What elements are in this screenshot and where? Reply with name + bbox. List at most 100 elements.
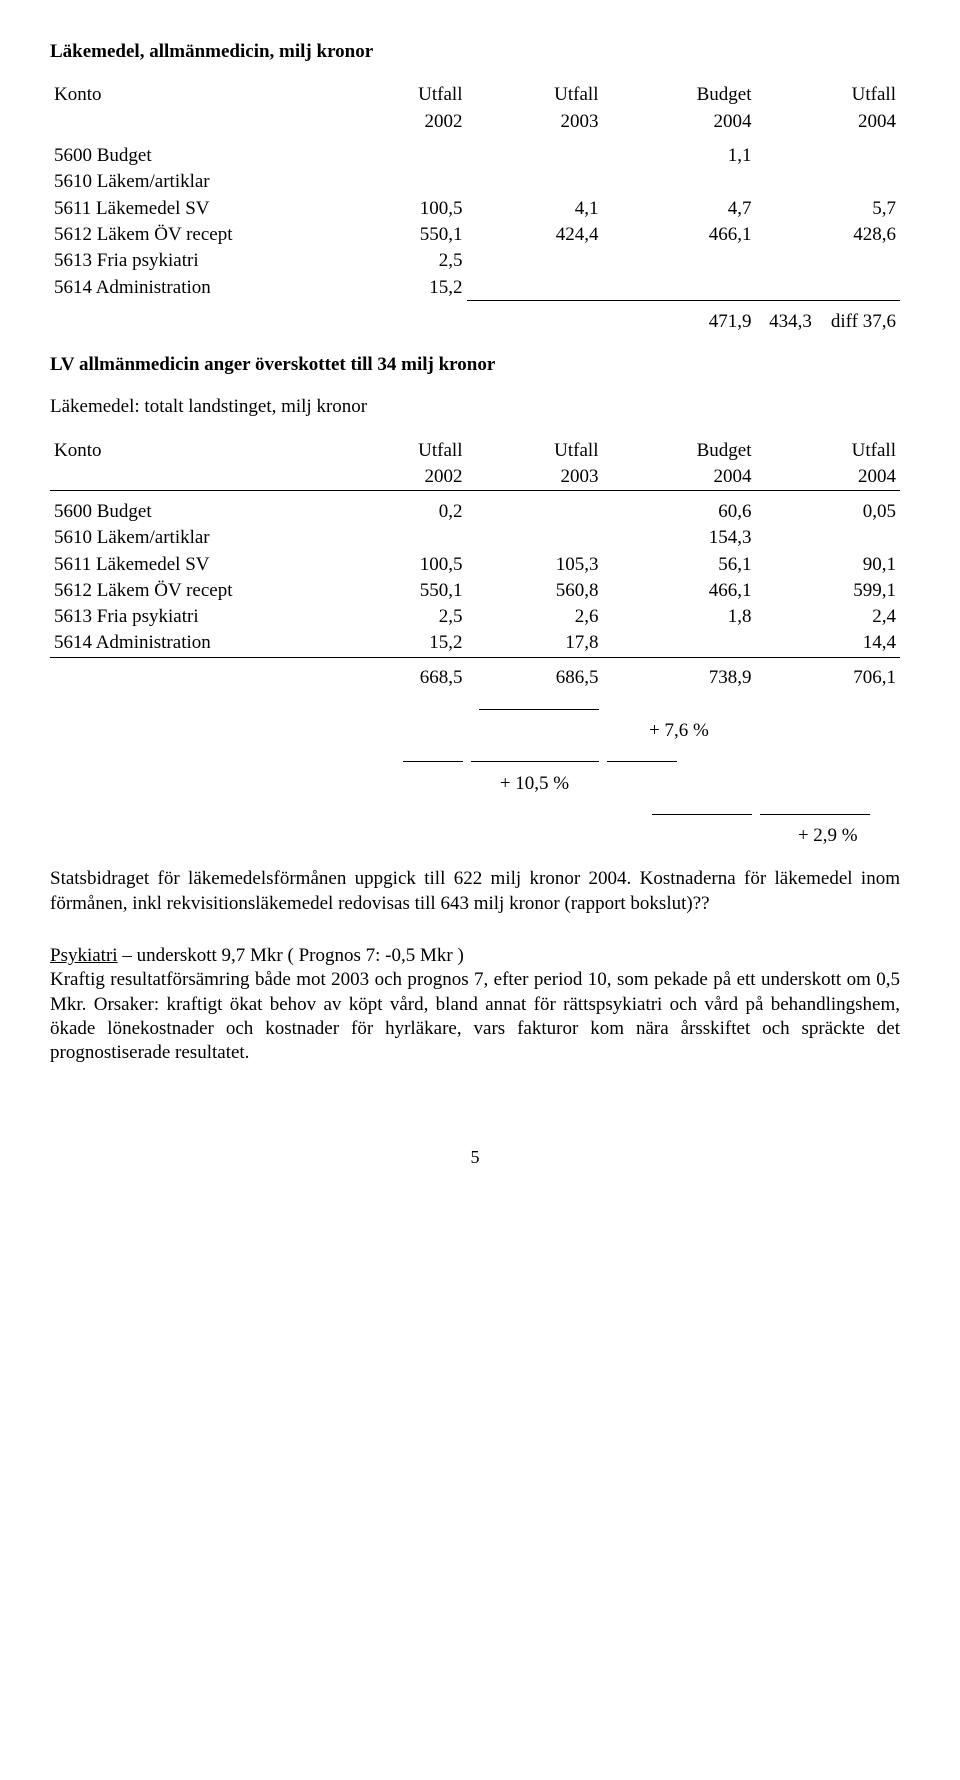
table-2: Konto Utfall Utfall Budget Utfall 2002 2…	[50, 438, 900, 850]
row-label: 5611 Läkemedel SV	[50, 196, 331, 222]
cell: 550,1	[331, 578, 467, 604]
diff-cell: diff 37,6	[831, 311, 896, 332]
psykiatri-lead: Psykiatri	[50, 945, 118, 966]
pct-row: + 10,5 %	[50, 771, 900, 797]
pct-105: + 10,5 %	[467, 771, 603, 797]
table-row: 5614 Administration 15,2 17,8 14,4	[50, 630, 900, 657]
cell: 428,6	[756, 222, 901, 248]
cell: 1,8	[603, 604, 756, 630]
year: 2003	[467, 464, 603, 491]
cell: 0,05	[756, 499, 901, 525]
cell: 2,5	[331, 248, 467, 274]
header-budget: Budget	[603, 438, 756, 464]
pct-row	[50, 692, 900, 718]
cell: 4,7	[603, 196, 756, 222]
cell: 466,1	[603, 578, 756, 604]
sum-cell: 668,5	[331, 665, 467, 691]
table-sum-row: 668,5 686,5 738,9 706,1	[50, 665, 900, 691]
page-number: 5	[50, 1146, 900, 1169]
row-label: 5600 Budget	[50, 499, 331, 525]
cell: 154,3	[603, 525, 756, 551]
row-label: 5600 Budget	[50, 143, 331, 169]
year: 2004	[603, 464, 756, 491]
psykiatri-rest: – underskott 9,7 Mkr ( Prognos 7: -0,5 M…	[118, 945, 464, 966]
table-header-row: Konto Utfall Utfall Budget Utfall	[50, 82, 900, 108]
year: 2003	[467, 109, 603, 135]
cell: 0,2	[331, 499, 467, 525]
year: 2002	[331, 109, 467, 135]
header-utfall: Utfall	[331, 82, 467, 108]
table-row: 5612 Läkem ÖV recept 550,1 424,4 466,1 4…	[50, 222, 900, 248]
table-1: Konto Utfall Utfall Budget Utfall 2002 2…	[50, 82, 900, 335]
cell: 424,4	[467, 222, 603, 248]
cell: 4,1	[467, 196, 603, 222]
row-label: 5614 Administration	[50, 630, 331, 657]
cell: 2,4	[756, 604, 901, 630]
row-label: 5612 Läkem ÖV recept	[50, 222, 331, 248]
header-utfall: Utfall	[467, 82, 603, 108]
cell: 56,1	[603, 552, 756, 578]
table-row: 5611 Läkemedel SV 100,5 4,1 4,7 5,7	[50, 196, 900, 222]
cell: 599,1	[756, 578, 901, 604]
table-row: 5611 Läkemedel SV 100,5 105,3 56,1 90,1	[50, 552, 900, 578]
header-utfall: Utfall	[756, 438, 901, 464]
year: 2002	[331, 464, 467, 491]
cell: 14,4	[756, 630, 901, 657]
pct-76: + 7,6 %	[603, 718, 756, 744]
cell: 105,3	[467, 552, 603, 578]
pct-row	[50, 797, 900, 823]
cell: 17,8	[467, 630, 603, 657]
section-title: Läkemedel, allmänmedicin, milj kronor	[50, 40, 900, 64]
year: 2004	[756, 464, 901, 491]
table-row: 5610 Läkem/artiklar	[50, 169, 900, 195]
row-label: 5613 Fria psykiatri	[50, 604, 331, 630]
table-year-row: 2002 2003 2004 2004	[50, 464, 900, 491]
header-konto: Konto	[50, 438, 331, 464]
table-row: 5612 Läkem ÖV recept 550,1 560,8 466,1 5…	[50, 578, 900, 604]
year: 2004	[603, 109, 756, 135]
cell: 550,1	[331, 222, 467, 248]
pct-row	[50, 744, 900, 770]
header-utfall: Utfall	[756, 82, 901, 108]
cell: 2,6	[467, 604, 603, 630]
cell: 466,1	[603, 222, 756, 248]
table-row: 5610 Läkem/artiklar 154,3	[50, 525, 900, 551]
row-label: 5610 Läkem/artiklar	[50, 525, 331, 551]
cell: 560,8	[467, 578, 603, 604]
row-label: 5614 Administration	[50, 275, 331, 301]
table-row: 5613 Fria psykiatri 2,5	[50, 248, 900, 274]
sum-cell: 686,5	[467, 665, 603, 691]
sum-cell: 706,1	[756, 665, 901, 691]
table-row: 5613 Fria psykiatri 2,5 2,6 1,8 2,4	[50, 604, 900, 630]
row-label: 5613 Fria psykiatri	[50, 248, 331, 274]
row-label: 5611 Läkemedel SV	[50, 552, 331, 578]
header-budget: Budget	[603, 82, 756, 108]
sum-cell: 471,9	[603, 309, 756, 335]
cell: 1,1	[603, 143, 756, 169]
table-row: 5600 Budget 0,2 60,6 0,05	[50, 499, 900, 525]
header-utfall: Utfall	[331, 438, 467, 464]
pct-row: + 2,9 %	[50, 823, 900, 849]
psykiatri-heading: Psykiatri – underskott 9,7 Mkr ( Prognos…	[50, 944, 900, 968]
table-sum-row: 471,9 434,3 diff 37,6	[50, 309, 900, 335]
header-utfall: Utfall	[467, 438, 603, 464]
sum-cell: 434,3	[769, 311, 812, 332]
cell: 5,7	[756, 196, 901, 222]
table-header-row: Konto Utfall Utfall Budget Utfall	[50, 438, 900, 464]
cell: 100,5	[331, 196, 467, 222]
cell: 15,2	[331, 630, 467, 657]
paragraph-psykiatri: Kraftig resultatförsämring både mot 2003…	[50, 968, 900, 1065]
pct-29: + 2,9 %	[756, 823, 901, 849]
cell: 2,5	[331, 604, 467, 630]
year: 2004	[756, 109, 901, 135]
header-konto: Konto	[50, 82, 331, 108]
pct-row: + 7,6 %	[50, 718, 900, 744]
cell: 60,6	[603, 499, 756, 525]
table-year-row: 2002 2003 2004 2004	[50, 109, 900, 135]
totalt-line: Läkemedel: totalt landstinget, milj kron…	[50, 395, 900, 419]
cell: 15,2	[331, 275, 467, 301]
cell: 90,1	[756, 552, 901, 578]
sum-cell: 738,9	[603, 665, 756, 691]
table-row: 5600 Budget 1,1	[50, 143, 900, 169]
row-label: 5612 Läkem ÖV recept	[50, 578, 331, 604]
